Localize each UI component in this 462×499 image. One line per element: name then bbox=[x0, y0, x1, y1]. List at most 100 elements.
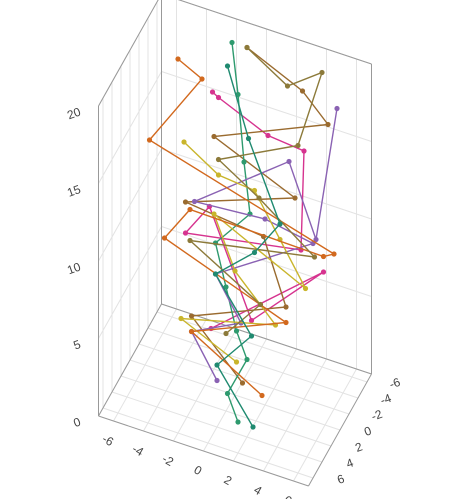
data-point bbox=[244, 356, 250, 363]
x-tick-label: 6 bbox=[282, 493, 295, 499]
data-point bbox=[181, 139, 187, 145]
axis-edge bbox=[177, 0, 372, 65]
data-point bbox=[239, 380, 246, 386]
x-tick-label: 0 bbox=[192, 463, 205, 479]
series-line bbox=[184, 91, 324, 330]
data-point bbox=[223, 284, 229, 290]
series-line bbox=[214, 65, 281, 428]
x-tick-label: -6 bbox=[100, 432, 117, 450]
data-point bbox=[235, 419, 241, 425]
data-point bbox=[187, 237, 193, 244]
data-point bbox=[331, 251, 337, 257]
data-point bbox=[233, 328, 240, 334]
grid-line bbox=[102, 407, 314, 479]
series-line bbox=[185, 46, 330, 384]
data-point bbox=[188, 313, 195, 319]
data-point bbox=[283, 304, 289, 310]
data-point bbox=[320, 253, 327, 260]
grid-line bbox=[156, 311, 368, 383]
data-point bbox=[146, 137, 153, 143]
data-point bbox=[244, 44, 250, 51]
x-tick-label: -4 bbox=[130, 442, 147, 460]
data-point bbox=[224, 390, 231, 397]
grid-line bbox=[98, 148, 162, 262]
data-point bbox=[224, 63, 231, 69]
data-point bbox=[284, 83, 291, 89]
data-point bbox=[182, 230, 189, 236]
data-point bbox=[212, 271, 219, 277]
data-point bbox=[283, 319, 289, 326]
series-line bbox=[148, 58, 336, 397]
data-point bbox=[182, 199, 189, 205]
data-point bbox=[229, 39, 235, 46]
data-point bbox=[313, 236, 319, 243]
data-point bbox=[311, 254, 318, 260]
data-point bbox=[299, 88, 306, 94]
data-point bbox=[233, 359, 240, 365]
data-point bbox=[262, 216, 268, 222]
data-point bbox=[256, 195, 262, 201]
axis-edge bbox=[98, 415, 309, 487]
y-tick-label: -4 bbox=[378, 391, 393, 408]
data-point bbox=[265, 132, 271, 139]
data-point bbox=[175, 56, 181, 62]
data-point bbox=[209, 89, 216, 95]
y-tick-label: 2 bbox=[353, 439, 364, 455]
data-point bbox=[187, 206, 193, 213]
axis-edge bbox=[98, 303, 162, 417]
axis-edge bbox=[308, 373, 372, 487]
y-tick-label: 0 bbox=[362, 423, 373, 439]
x-tick-label: -2 bbox=[160, 452, 177, 470]
data-point bbox=[248, 317, 255, 324]
data-point bbox=[214, 362, 220, 368]
series-line bbox=[187, 46, 324, 335]
data-point bbox=[245, 135, 252, 142]
series-line bbox=[178, 141, 307, 363]
data-point bbox=[295, 142, 301, 149]
data-point bbox=[199, 76, 205, 82]
y-tick-label: 4 bbox=[344, 455, 355, 471]
data-point bbox=[334, 105, 340, 112]
z-tick-label: 0 bbox=[72, 415, 83, 431]
data-point bbox=[325, 121, 331, 128]
data-point bbox=[301, 148, 307, 154]
data-point bbox=[191, 198, 198, 205]
z-tick-label: 10 bbox=[65, 260, 83, 278]
data-point bbox=[178, 315, 184, 322]
data-point bbox=[188, 328, 195, 335]
x-tick-label: 2 bbox=[222, 473, 235, 489]
data-point bbox=[161, 235, 168, 241]
data-point bbox=[215, 156, 222, 163]
data-point bbox=[211, 211, 217, 217]
data-point bbox=[232, 268, 238, 274]
grid-line bbox=[147, 327, 359, 399]
grid-line bbox=[161, 148, 372, 220]
grid-line bbox=[161, 71, 372, 142]
data-point bbox=[241, 159, 247, 165]
grid-line bbox=[161, 226, 372, 297]
data-point bbox=[286, 158, 292, 165]
data-point bbox=[302, 285, 309, 292]
series-line bbox=[190, 108, 338, 381]
data-point bbox=[215, 172, 222, 178]
grid-line bbox=[120, 375, 332, 447]
x-tick-label: 4 bbox=[252, 483, 265, 499]
data-point bbox=[277, 221, 283, 227]
data-point bbox=[215, 94, 222, 101]
grid-line bbox=[111, 391, 323, 463]
data-point bbox=[223, 330, 229, 337]
grid-line bbox=[98, 71, 162, 184]
grid-line bbox=[98, 226, 162, 339]
z-tick-label: 20 bbox=[65, 105, 83, 123]
data-point bbox=[320, 269, 327, 275]
y-tick-label: -6 bbox=[387, 375, 402, 392]
data-point bbox=[319, 69, 325, 76]
data-point bbox=[211, 133, 217, 140]
z-tick-label: 15 bbox=[65, 182, 83, 200]
y-tick-label: -2 bbox=[369, 407, 384, 424]
data-point bbox=[248, 333, 255, 339]
data-point bbox=[259, 392, 265, 399]
data-point bbox=[292, 195, 298, 201]
z-tick-label: 5 bbox=[72, 337, 83, 353]
